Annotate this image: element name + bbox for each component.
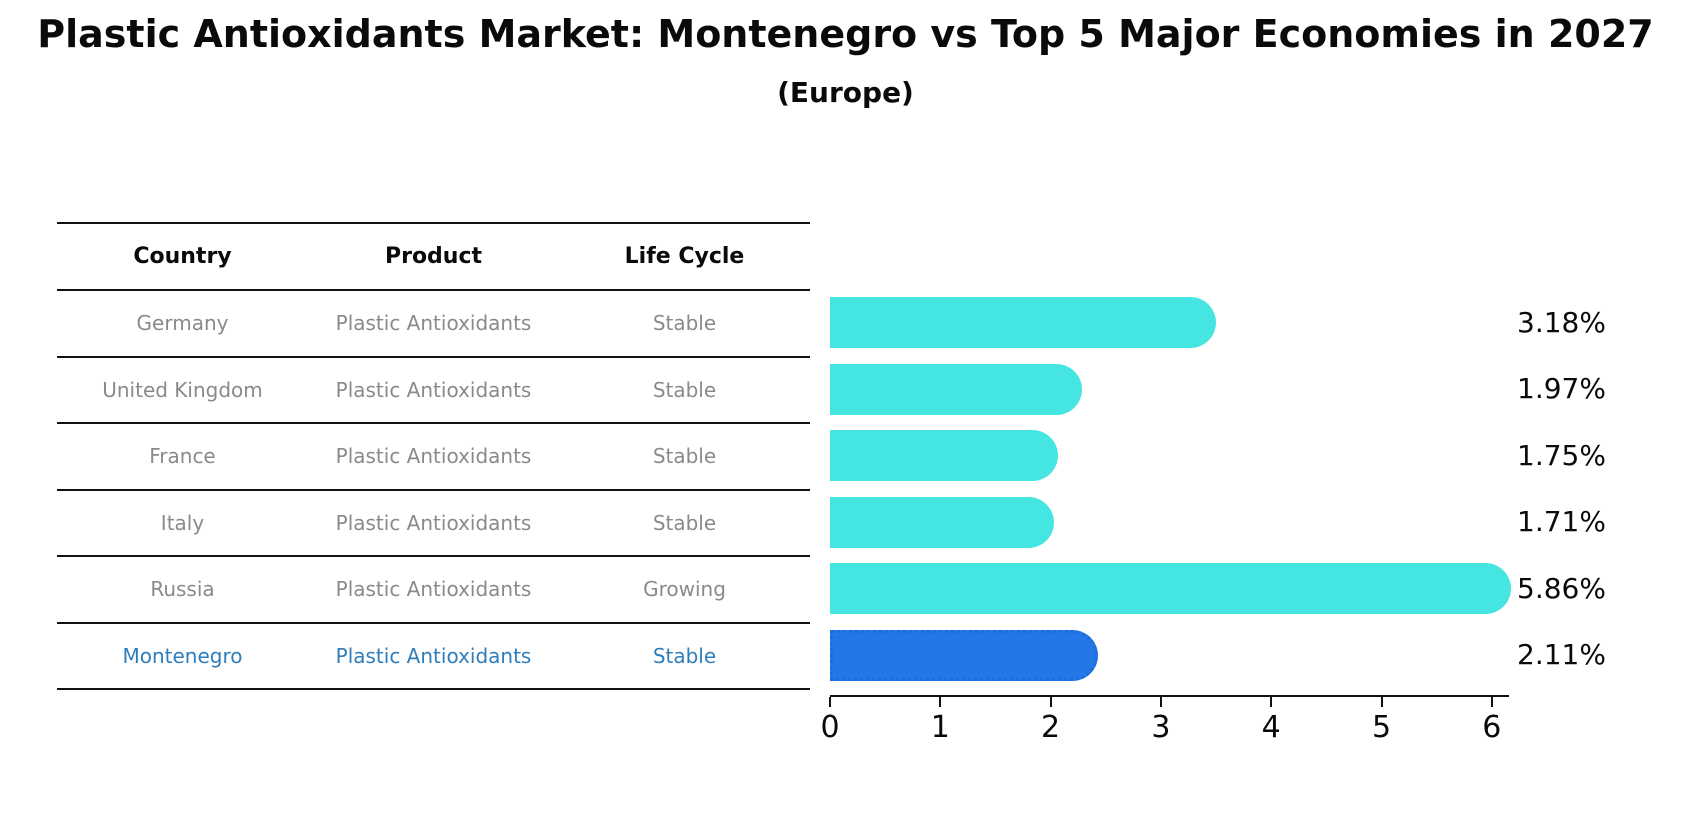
table-header-life-cycle: Life Cycle [624,244,745,269]
table-cell-life-cycle: Stable [652,377,717,402]
x-axis-tick [1049,697,1052,707]
bar-russia [830,563,1511,614]
x-axis-tick [939,697,942,707]
table-cell-country: France [149,444,216,469]
table-header-product: Product [384,244,483,269]
bar-value-label: 1.97% [1517,372,1606,405]
table-cell-country: United Kingdom [102,377,263,402]
table-cell-country: Italy [160,510,205,535]
table-cell-life-cycle: Stable [652,510,717,535]
x-axis-tick-label: 3 [1151,710,1171,745]
table-row: France Plastic Antioxidants Stable [57,424,810,491]
table-row: Russia Plastic Antioxidants Growing [57,557,810,624]
bar-value-label: 5.86% [1517,571,1606,605]
bar-italy [830,496,1054,548]
table-cell-life-cycle: Stable [652,643,717,668]
x-axis-tick-label: 6 [1482,710,1502,745]
chart-subtitle: (Europe) [777,76,914,109]
chart-title: Plastic Antioxidants Market: Montenegro … [37,12,1654,56]
bar-highlight-montenegro [830,629,1098,681]
x-axis-tick [1380,697,1383,707]
table-cell-life-cycle: Growing [643,577,726,602]
bar-value-label: 2.11% [1517,638,1606,671]
table-cell-product: Plastic Antioxidants [335,643,532,668]
x-axis-tick-label: 5 [1371,710,1392,745]
x-axis-tick [1270,697,1273,707]
table-row: Montenegro Plastic Antioxidants Stable [57,624,810,690]
x-axis-tick-label: 1 [930,710,950,745]
bar-value-label: 1.75% [1517,438,1606,472]
x-axis-tick-label: 0 [820,710,840,745]
table-row: United Kingdom Plastic Antioxidants Stable [57,358,810,424]
x-axis-tick-label: 2 [1041,710,1061,745]
table-cell-life-cycle: Stable [652,444,717,469]
table-header-country: Country [133,244,232,269]
table-header-row: Country Product Life Cycle [57,224,810,291]
table-row: Germany Plastic Antioxidants Stable [57,291,810,358]
bar-value-label: 1.71% [1517,505,1606,538]
table-cell-life-cycle: Stable [652,311,717,336]
bar-germany [830,297,1216,348]
bar-value-label: 3.18% [1517,305,1606,339]
x-axis-tick [1490,697,1493,707]
table-cell-country: Russia [150,577,215,602]
x-axis-tick [1159,697,1162,707]
table-cell-product: Plastic Antioxidants [335,311,532,336]
table-cell-product: Plastic Antioxidants [335,444,532,469]
table-cell-country: Montenegro [122,643,243,668]
table-cell-product: Plastic Antioxidants [335,377,532,402]
x-axis-line [830,695,1509,697]
x-axis-tick-label: 4 [1261,710,1281,745]
bar-france [830,430,1058,481]
table-cell-product: Plastic Antioxidants [335,577,532,602]
table-cell-product: Plastic Antioxidants [335,510,532,535]
x-axis-tick [829,697,831,707]
table-row: Italy Plastic Antioxidants Stable [57,491,810,557]
country-table: Country Product Life Cycle Germany Plasti… [57,222,810,690]
table-cell-country: Germany [136,311,229,336]
bar-united-kingdom [830,363,1082,415]
